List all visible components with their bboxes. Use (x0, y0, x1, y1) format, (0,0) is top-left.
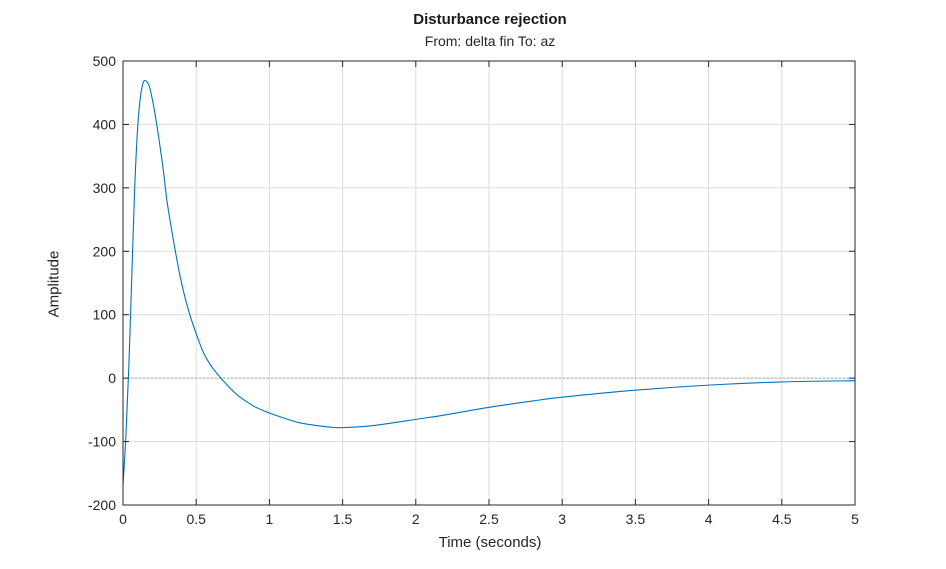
x-tick-label: 2 (412, 511, 420, 527)
x-tick-label: 3.5 (626, 511, 646, 527)
x-tick-label: 4.5 (772, 511, 792, 527)
x-tick-label: 1.5 (333, 511, 353, 527)
chart-title: Disturbance rejection (413, 11, 567, 28)
x-tick-label: 0.5 (186, 511, 206, 527)
x-tick-label: 4 (705, 511, 713, 527)
y-tick-label: -200 (88, 497, 116, 513)
x-tick-label: 5 (851, 511, 859, 527)
x-tick-label: 2.5 (479, 511, 499, 527)
x-axis-label: Time (seconds) (438, 534, 542, 551)
y-axis-label: Amplitude (45, 250, 63, 318)
y-tick-label: -100 (88, 434, 116, 450)
y-tick-label: 500 (93, 53, 117, 69)
y-tick-label: 300 (93, 180, 117, 196)
ticks: 0 0.5 1 1.5 2 2.5 3 3.5 4 4.5 5 -200 -100 0 100 200 300 4… (88, 53, 859, 527)
y-tick-label: 400 (93, 116, 117, 132)
x-tick-label: 0 (119, 511, 127, 527)
series-line (122, 79, 856, 485)
x-tick-label: 3 (558, 511, 566, 527)
chart-subtitle: From: delta fin To: az (424, 33, 556, 49)
x-tick-label: 1 (266, 511, 274, 527)
y-tick-label: 200 (93, 243, 117, 259)
grid (122, 60, 856, 506)
y-tick-label: 100 (93, 307, 117, 323)
series-layer (122, 79, 856, 485)
y-tick-label: 0 (108, 370, 116, 386)
